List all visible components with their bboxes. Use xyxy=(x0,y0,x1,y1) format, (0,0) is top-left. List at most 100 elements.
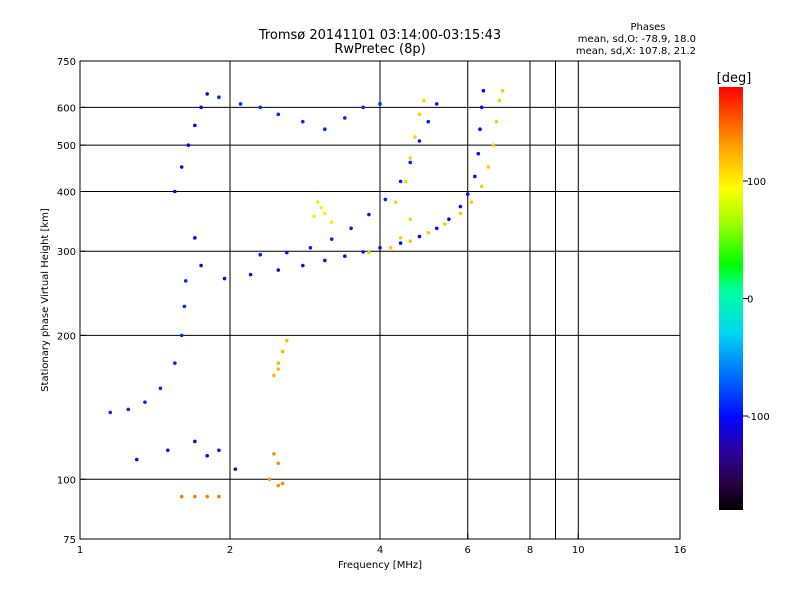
point-o-trace-lower xyxy=(301,263,305,268)
y-tick-label: 200 xyxy=(57,331,76,342)
point-o-trace-upper xyxy=(367,212,371,217)
colorbar-ticks: 100 0 -100 xyxy=(743,177,770,423)
point-x-blob-2p5mhz xyxy=(276,367,281,371)
point-f-layer-vertical-1p7mhz xyxy=(205,92,209,96)
colorbar-tick-label: -100 xyxy=(747,412,770,423)
point-top-band-2to4mhz xyxy=(378,102,382,106)
point-e-layer-cusp xyxy=(108,410,113,415)
point-f-layer-vertical-1p7mhz xyxy=(193,236,197,240)
point-x-blob-3mhz xyxy=(329,220,334,225)
point-x-trace xyxy=(486,165,491,169)
point-sporadic-low xyxy=(205,453,209,458)
point-o-trace-lower xyxy=(248,272,253,277)
y-tick-label: 75 xyxy=(63,535,76,546)
point-o-trace-lower xyxy=(434,226,439,231)
y-tick-label: 300 xyxy=(57,247,76,258)
point-e-layer-cusp xyxy=(143,400,147,404)
point-x-trace xyxy=(443,222,447,226)
point-e-layer-cusp xyxy=(126,407,131,412)
phase-stats-o-mode: mean, sd,O: -78.9, 18.0 xyxy=(578,34,696,45)
point-o-trace-upper xyxy=(398,179,403,184)
phase-stats-x-mode: mean, sd,X: 107.8, 21.2 xyxy=(576,46,696,57)
point-o-trace-lower xyxy=(447,217,451,222)
point-o-trace-lower xyxy=(458,204,463,209)
point-sporadic-low xyxy=(165,448,170,453)
point-o-trace-lower xyxy=(378,245,382,250)
point-f-layer-vertical-1p7mhz xyxy=(199,263,203,268)
colorbar-label: [deg] xyxy=(717,71,752,86)
point-o-trace-upper xyxy=(329,237,334,241)
grid-lines xyxy=(80,61,680,539)
point-sporadic-low xyxy=(134,457,139,462)
point-e-layer-cusp xyxy=(182,304,187,309)
point-x-spots-2p4mhz xyxy=(280,481,285,486)
point-e-layer-cusp xyxy=(158,386,163,391)
x-tick-label: 10 xyxy=(572,545,585,556)
point-o-trace-lower xyxy=(343,254,347,258)
point-o-trace-upper xyxy=(383,197,388,202)
point-f-layer-vertical-1p7mhz xyxy=(193,123,197,128)
point-x-cluster-4to5mhz xyxy=(398,236,403,240)
point-o-trace-lower xyxy=(276,268,281,272)
point-x-spots-2p4mhz xyxy=(267,477,272,482)
point-x-bottom-1p7mhz xyxy=(217,494,221,499)
point-top-band-2to4mhz xyxy=(361,105,365,110)
point-x-cluster-4to5mhz xyxy=(408,217,413,222)
point-x-cluster-4to5mhz xyxy=(403,179,408,184)
x-tick-label: 2 xyxy=(227,545,233,556)
point-top-band-2to4mhz xyxy=(301,119,305,124)
x-tick-label: 4 xyxy=(377,545,383,556)
point-o-trace-lower xyxy=(222,276,227,281)
point-x-trace xyxy=(500,88,505,93)
point-x-trace xyxy=(458,211,463,216)
point-x-trace xyxy=(388,245,393,250)
point-o-trace-lower xyxy=(465,192,470,196)
data-points xyxy=(108,88,505,499)
y-tick-label: 500 xyxy=(57,141,76,152)
y-axis-ticks: 75 100 200 300 400 500 600 750 xyxy=(57,57,86,546)
point-x-blob-3mhz xyxy=(323,211,327,216)
point-x-bottom-1p7mhz xyxy=(193,494,197,499)
point-sporadic-low xyxy=(217,448,221,453)
point-x-trace xyxy=(497,98,502,103)
point-sporadic-low xyxy=(233,467,238,471)
point-x-bottom-1p7mhz xyxy=(179,494,184,499)
x-tick-label: 8 xyxy=(527,545,533,556)
point-e-layer-cusp xyxy=(183,279,188,283)
point-f-layer-vertical-1p7mhz xyxy=(186,143,191,147)
point-x-blob-3mhz xyxy=(315,200,320,204)
colorbar-tick-label: 100 xyxy=(747,177,766,188)
point-o-trace-lower xyxy=(481,88,486,93)
x-tick-label: 16 xyxy=(674,545,687,556)
point-x-blob-2p5mhz xyxy=(284,338,289,343)
point-o-trace-lower xyxy=(473,174,477,179)
colorbar xyxy=(719,87,743,510)
point-x-trace xyxy=(479,184,484,189)
point-x-cluster-4to5mhz xyxy=(408,156,413,160)
point-x-cluster-4to5mhz xyxy=(422,98,426,103)
point-x-blob-2p5mhz xyxy=(272,373,276,378)
x-tick-label: 1 xyxy=(77,545,83,556)
point-o-trace-upper xyxy=(408,160,413,165)
point-x-blob-3mhz xyxy=(312,214,316,219)
point-o-trace-upper xyxy=(417,139,422,143)
point-top-band-2to4mhz xyxy=(217,95,221,99)
point-top-band-2to4mhz xyxy=(238,102,243,106)
point-o-trace-upper xyxy=(349,226,353,231)
point-x-bottom-1p7mhz xyxy=(205,494,209,499)
point-o-trace-lower xyxy=(361,250,365,254)
point-x-blob-2p5mhz xyxy=(280,349,285,354)
point-o-trace-lower xyxy=(398,241,403,245)
colorbar-tick-label: 0 xyxy=(747,295,753,306)
point-x-blob-2p5mhz xyxy=(276,361,281,365)
point-top-band-2to4mhz xyxy=(276,112,281,117)
point-x-cluster-4to5mhz xyxy=(413,135,417,139)
point-x-cluster-4to5mhz xyxy=(417,112,422,117)
point-x-trace xyxy=(367,250,371,255)
point-e-layer-cusp xyxy=(179,333,184,338)
point-o-trace-lower xyxy=(417,234,422,239)
point-sporadic-low xyxy=(193,439,197,444)
point-e-layer-cusp xyxy=(173,361,177,365)
point-o-trace-lower xyxy=(478,127,482,131)
point-x-trace xyxy=(408,239,413,243)
